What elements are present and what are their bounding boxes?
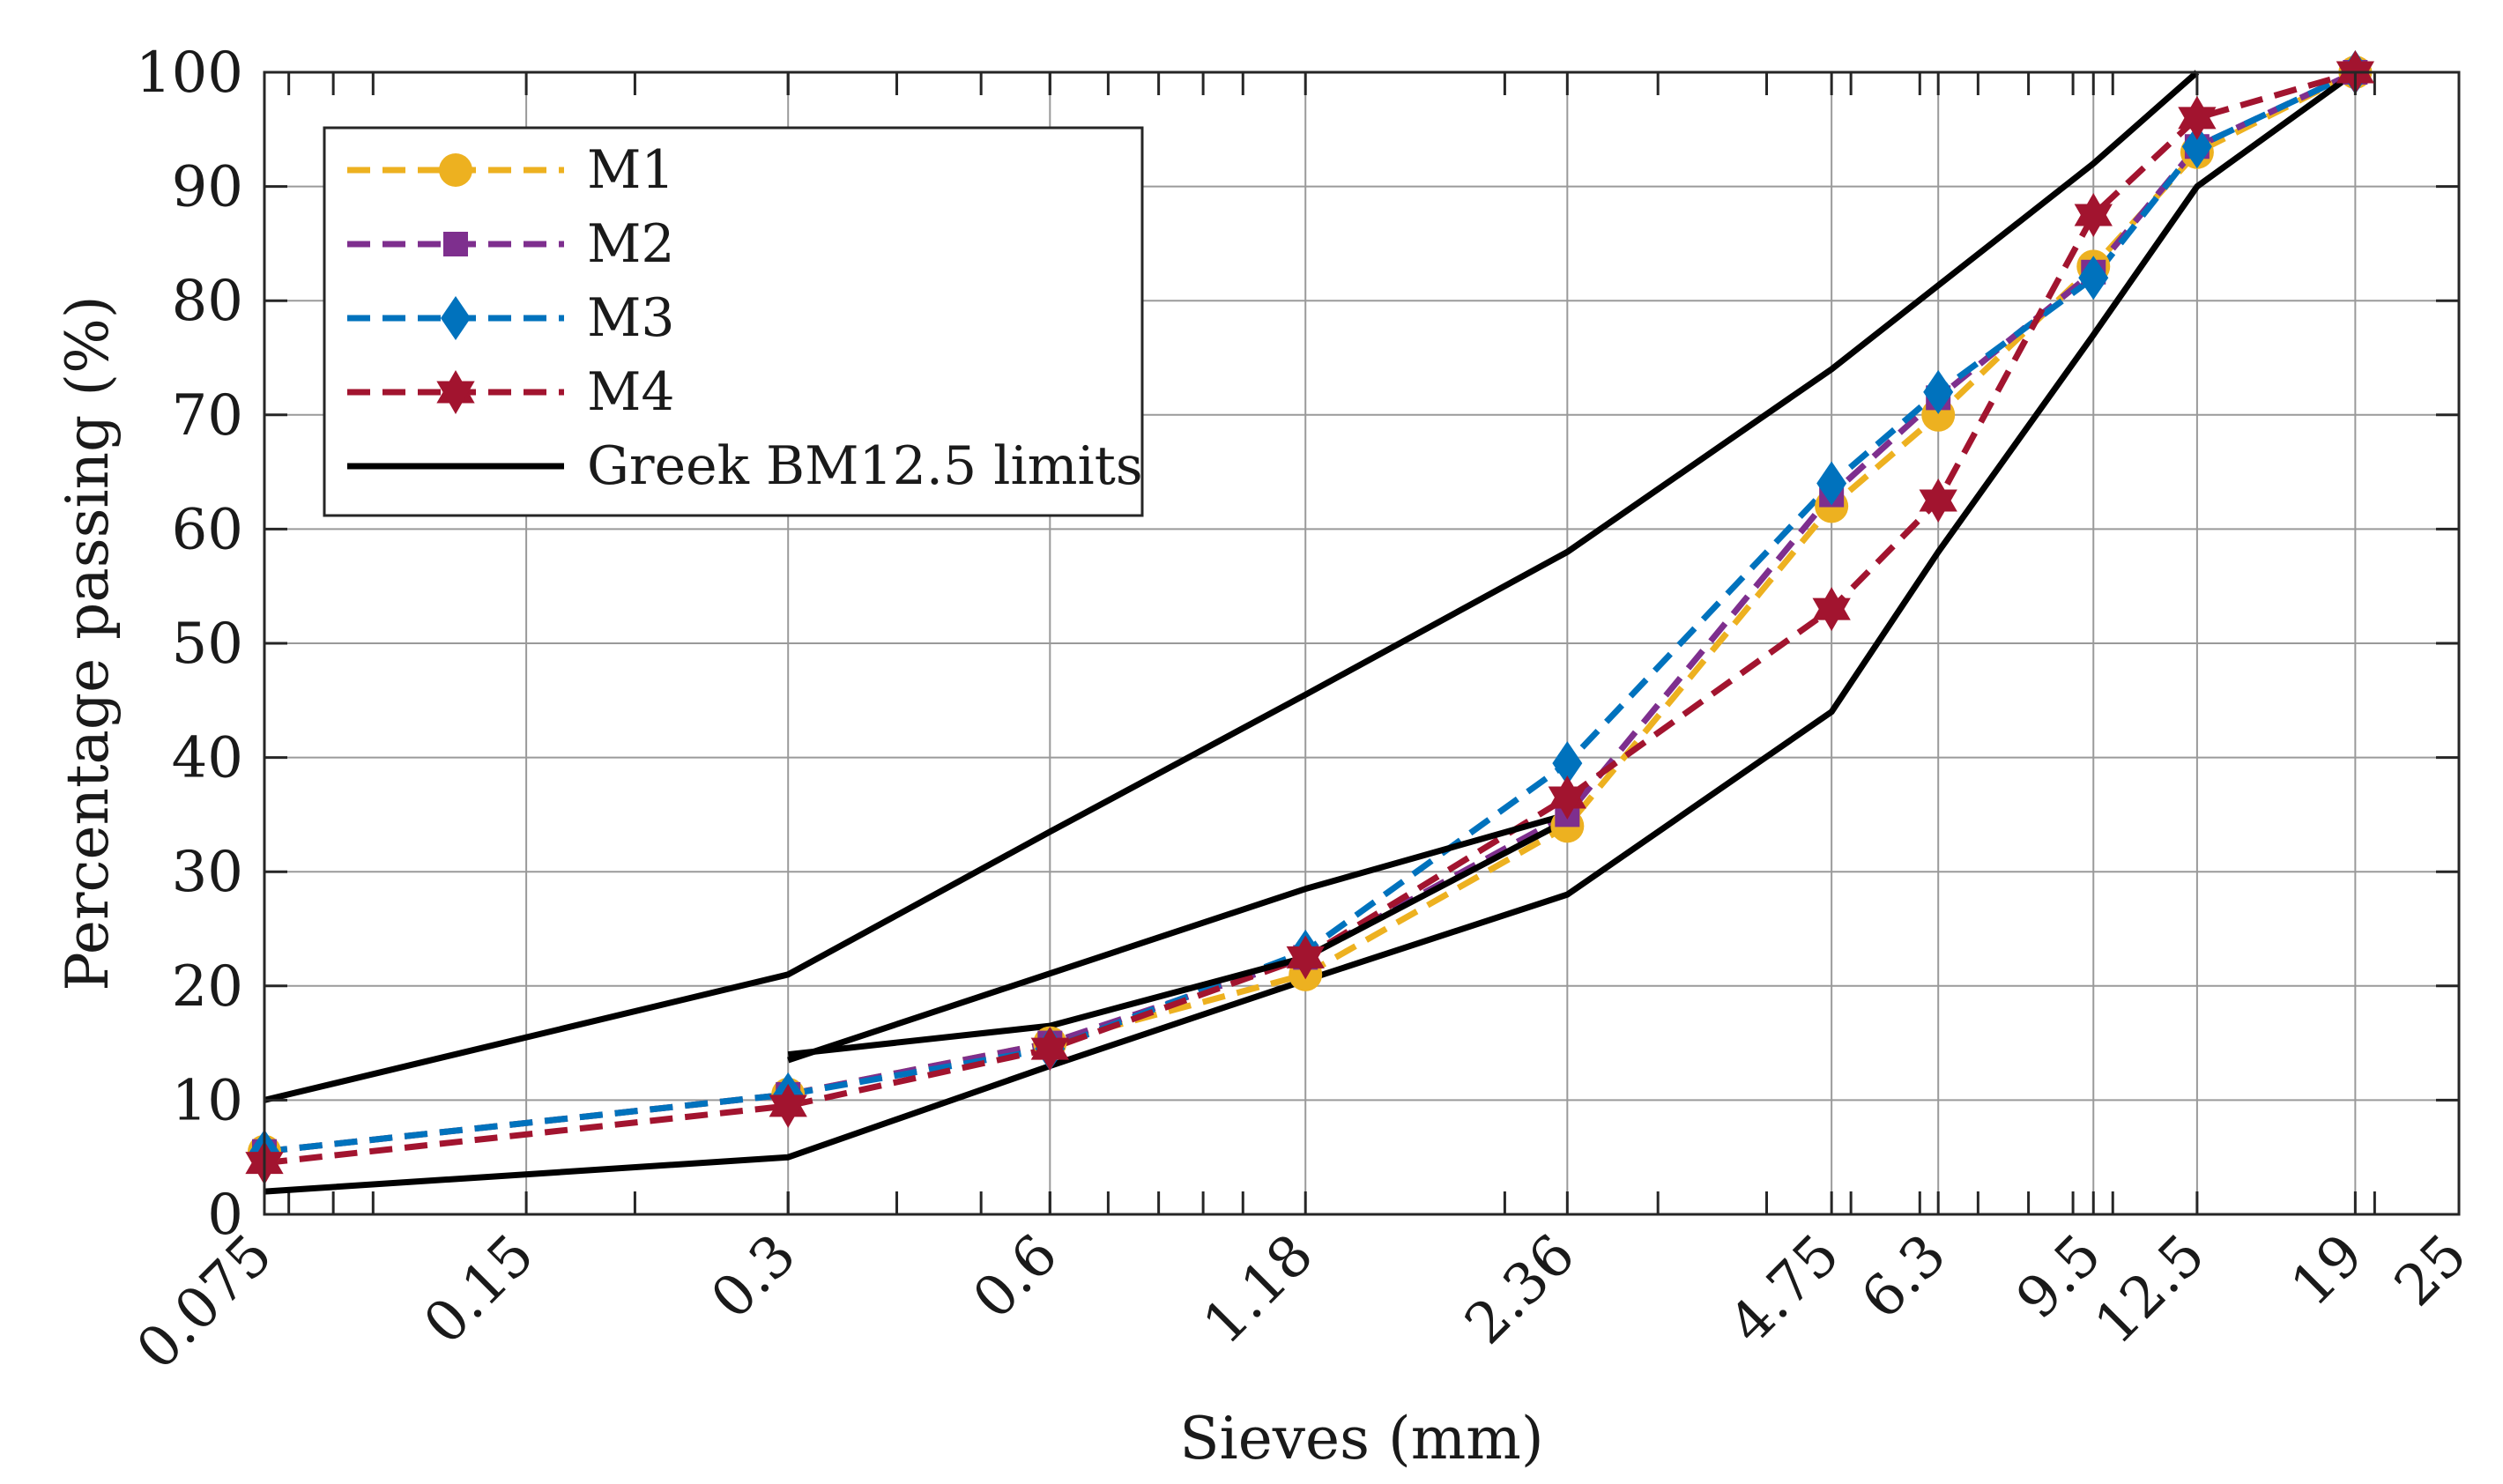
- series-greek-bm12-5-limits-line: [264, 70, 2200, 1103]
- series-m4-point: [769, 1083, 807, 1128]
- y-tick-label: 20: [172, 954, 243, 1020]
- y-tick-label: 50: [172, 612, 243, 677]
- series-m4-point-part: [1286, 946, 1325, 980]
- series-m4-point-part: [2074, 204, 2113, 237]
- legend-label-m3: M3: [587, 287, 675, 349]
- series-m4-point-part: [769, 1094, 807, 1128]
- legend-label-m1: M1: [587, 139, 675, 201]
- y-axis: 0 10 20 30 40 50 60 70 80 90 100: [136, 41, 2459, 1248]
- x-tick-label: 0.6: [961, 1222, 1070, 1332]
- y-tick-label: 80: [172, 269, 243, 334]
- series-m4-point: [1548, 775, 1586, 820]
- x-tick-label: 0.075: [124, 1222, 285, 1383]
- series-m4-line: [264, 69, 2357, 1167]
- y-tick-label: 0: [207, 1183, 243, 1248]
- x-tick-label: 2.36: [1453, 1222, 1588, 1357]
- x-tick-label: 12.5: [2083, 1222, 2217, 1357]
- legend: M1 M2 M3 M4 Greek BM12.5 limits: [323, 126, 1144, 517]
- y-tick-label: 10: [172, 1068, 243, 1133]
- legend-marker-m4-part: [436, 381, 475, 414]
- legend-marker-m1: [439, 153, 472, 187]
- series-m4-point: [1919, 479, 1957, 523]
- series-m4-point-part: [1919, 489, 1957, 523]
- series-m4-point: [2178, 95, 2217, 140]
- x-tick-label: 6.3: [1849, 1222, 1958, 1332]
- plot-series: [264, 69, 2358, 1195]
- y-tick-label: 100: [136, 41, 243, 106]
- legend-label-m2: M2: [587, 213, 675, 275]
- series-m4-point: [2074, 193, 2113, 237]
- series-m3-line: [264, 69, 2357, 1155]
- series-m4-point-part: [1548, 786, 1586, 820]
- x-axis-title: Sieves (mm): [1179, 1405, 1543, 1473]
- series-m4-point-part: [1030, 1037, 1069, 1072]
- series-m3-point: [1923, 369, 1954, 414]
- series-greek-bm12-5-limits-line: [787, 817, 1569, 1058]
- y-tick-label: 40: [172, 726, 243, 791]
- series-m4-point-part: [2178, 107, 2217, 140]
- y-tick-label: 90: [172, 155, 243, 220]
- legend-label-greek-bm12-5-limits: Greek BM12.5 limits: [587, 435, 1143, 497]
- series-greek-bm12-5-limits-line: [264, 70, 2358, 1195]
- series-m3-point: [1552, 741, 1583, 786]
- legend-marker-m2: [443, 232, 468, 256]
- legend-marker-m4: [436, 370, 475, 414]
- x-tick-label: 0.3: [699, 1222, 808, 1332]
- y-tick-label: 60: [172, 497, 243, 562]
- series-m3-point: [1816, 461, 1847, 506]
- x-tick-label: 0.15: [412, 1222, 546, 1357]
- legend-marker-m3: [441, 296, 471, 340]
- x-tick-label: 4.75: [1717, 1222, 1852, 1357]
- series-m4-point-part: [1812, 597, 1851, 632]
- series-m4-point: [1812, 587, 1851, 632]
- x-tick-label: 1.18: [1191, 1222, 1326, 1357]
- x-tick-label: 25: [2382, 1222, 2479, 1319]
- y-tick-label: 70: [172, 383, 243, 449]
- x-tick-label: 19: [2279, 1222, 2376, 1319]
- series-greek-bm12-5-limits-line: [787, 812, 1569, 1064]
- y-tick-label: 30: [172, 840, 243, 905]
- legend-label-m4: M4: [587, 361, 675, 423]
- series-m3-point: [2078, 256, 2109, 301]
- series-m3-point: [2181, 124, 2212, 169]
- series-m4-point: [1030, 1027, 1069, 1072]
- y-axis-title: Percentage passing (%): [54, 295, 122, 991]
- series-m4-point: [1286, 935, 1325, 980]
